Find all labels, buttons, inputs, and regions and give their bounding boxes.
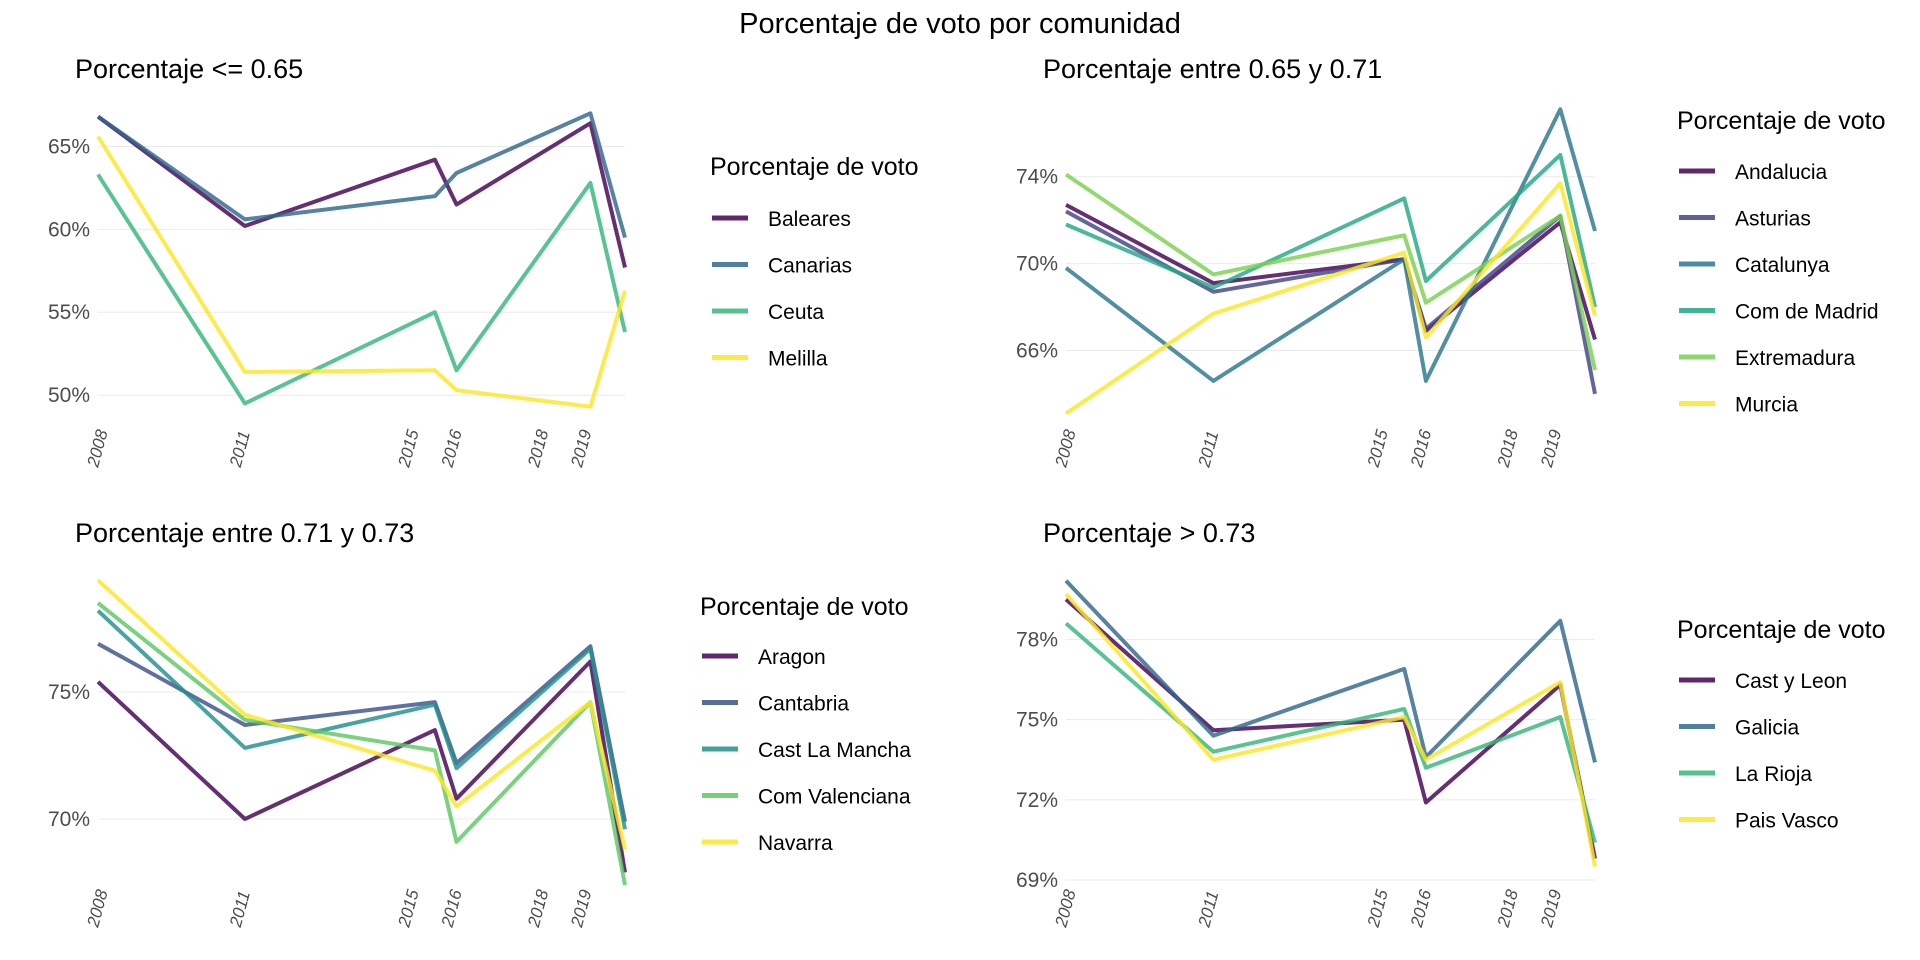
series-line-com-valenciana [96, 601, 627, 886]
panel-3-xtick-label: 2008 [1051, 887, 1080, 930]
legend-label: Cast La Mancha [758, 739, 911, 762]
series-line-asturias [1065, 209, 1597, 395]
panel-1-xtick-label: 2015 [1363, 427, 1392, 470]
panel-3-ytick-label: 69% [1016, 869, 1058, 892]
panel-1-ytick-label: 70% [1016, 253, 1058, 276]
panel-2-legend-title: Porcentaje de voto [700, 593, 908, 621]
legend-label: La Rioja [1735, 763, 1812, 786]
panel-1-xtick-label: 2018 [1494, 427, 1523, 470]
panel-2-ytick-label: 70% [48, 808, 90, 831]
series-line-extremadura [1064, 172, 1597, 371]
panel-3-title: Porcentaje > 0.73 [1043, 518, 1255, 548]
panel-0-xtick-label: 2016 [437, 427, 466, 470]
panel-0-xtick-label: 2015 [394, 427, 423, 470]
panel-2-xtick-label: 2008 [83, 887, 112, 930]
panel-2-xtick-label: 2011 [226, 889, 254, 930]
series-line-aragon [96, 659, 627, 873]
series-line-cast-y-leon [1064, 597, 1597, 859]
legend-label: Catalunya [1735, 254, 1830, 277]
legend-label: Baleares [768, 208, 851, 231]
panel-3: Porcentaje > 0.73 Porcentaje de voto 69%… [1016, 518, 1886, 930]
panel-0-xtick-label: 2019 [567, 427, 596, 470]
panel-3-xtick-label: 2016 [1407, 887, 1436, 930]
panel-1-xtick-label: 2011 [1194, 429, 1222, 470]
legend-label: Murcia [1735, 394, 1798, 417]
panel-0-ytick-label: 65% [48, 135, 90, 158]
panel-2-xtick-label: 2016 [437, 887, 466, 930]
main-title: Porcentaje de voto por comunidad [739, 8, 1181, 40]
legend-label: Cantabria [758, 693, 849, 716]
legend-label: Extremadura [1735, 347, 1856, 370]
panel-0-ytick-label: 55% [48, 301, 90, 324]
legend-label: Com de Madrid [1735, 301, 1879, 324]
legend-label: Aragon [758, 646, 826, 669]
series-line-cantabria [97, 641, 627, 822]
panel-0-xtick-label: 2018 [524, 427, 553, 470]
panel-3-legend-title: Porcentaje de voto [1677, 616, 1885, 644]
series-line-melilla [96, 135, 627, 409]
panel-3-xtick-label: 2015 [1363, 887, 1392, 930]
series-line-catalunya [1064, 107, 1597, 383]
panel-2-xtick-label: 2019 [567, 887, 596, 930]
panel-2-xtick-label: 2015 [394, 887, 423, 930]
series-line-ceuta [96, 173, 627, 406]
panel-2-xtick-label: 2018 [524, 887, 553, 930]
panel-0-ytick-label: 60% [48, 218, 90, 241]
series-line-galicia [1064, 579, 1597, 763]
panel-0-xtick-label: 2008 [83, 427, 112, 470]
panel-2: Porcentaje entre 0.71 y 0.73 Porcentaje … [48, 518, 911, 930]
panel-1-ytick-label: 74% [1016, 166, 1058, 189]
panel-3-xtick-label: 2018 [1494, 887, 1523, 930]
series-line-pais-vasco [1064, 592, 1597, 867]
panel-3-xtick-label: 2019 [1537, 887, 1566, 930]
panel-1-ytick-label: 66% [1016, 339, 1058, 362]
series-line-murcia [1064, 181, 1597, 416]
panel-1: Porcentaje entre 0.65 y 0.71 Porcentaje … [1016, 54, 1886, 470]
legend-label: Cast y Leon [1735, 670, 1847, 693]
legend-label: Asturias [1735, 208, 1811, 231]
series-line-canarias [96, 111, 627, 239]
panel-3-xtick-label: 2011 [1194, 889, 1222, 930]
panel-3-ytick-label: 75% [1016, 709, 1058, 732]
legend-label: Pais Vasco [1735, 810, 1839, 833]
panel-1-xtick-label: 2016 [1407, 427, 1436, 470]
legend-label: Ceuta [768, 301, 824, 324]
legend-label: Canarias [768, 255, 852, 278]
panel-2-title: Porcentaje entre 0.71 y 0.73 [75, 518, 414, 548]
panel-0-title: Porcentaje <= 0.65 [75, 54, 303, 84]
panel-1-xtick-label: 2019 [1537, 427, 1566, 470]
legend-label: Com Valenciana [758, 786, 911, 809]
series-line-navarra [96, 578, 627, 850]
panel-0-ytick-label: 50% [48, 384, 90, 407]
panel-3-ytick-label: 78% [1016, 628, 1058, 651]
series-line-com-de-madrid [1065, 153, 1597, 308]
panel-0-xtick-label: 2011 [226, 429, 254, 470]
panel-1-xtick-label: 2008 [1051, 427, 1080, 470]
legend-label: Andalucia [1735, 161, 1828, 184]
legend-label: Melilla [768, 348, 828, 371]
panel-1-legend-title: Porcentaje de voto [1677, 107, 1885, 135]
panel-2-ytick-label: 75% [48, 681, 90, 704]
panel-3-ytick-label: 72% [1016, 789, 1058, 812]
panel-0-legend-title: Porcentaje de voto [710, 153, 918, 181]
legend-label: Navarra [758, 832, 833, 855]
series-line-cast-la-mancha [96, 609, 627, 830]
panel-1-title: Porcentaje entre 0.65 y 0.71 [1043, 54, 1382, 84]
legend-label: Galicia [1735, 717, 1800, 740]
panel-0: Porcentaje <= 0.65 Porcentaje de voto 50… [48, 54, 919, 470]
